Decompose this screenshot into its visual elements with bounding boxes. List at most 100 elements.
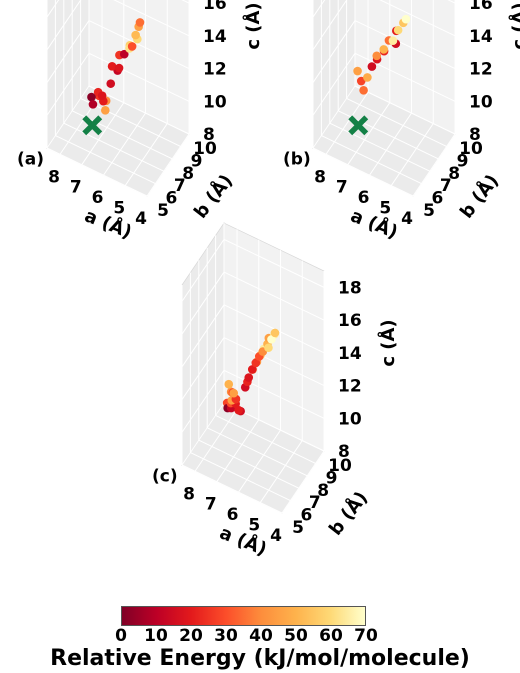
scatter-point: [244, 373, 254, 382]
grid-line: [55, 135, 156, 185]
y-tick-label: 9: [326, 468, 338, 488]
scatter-point: [363, 73, 372, 82]
x-tick-label: 8: [48, 167, 60, 187]
grid-line: [325, 91, 369, 155]
z-tick-label: 16: [203, 0, 227, 14]
x-tick-label: 5: [113, 199, 125, 219]
z-axis-label: c (Å): [376, 319, 399, 366]
grid-line: [223, 238, 325, 288]
y-tick-label: 6: [431, 189, 443, 209]
x-tick-label: 6: [92, 188, 104, 208]
z-tick-label: 12: [203, 60, 227, 80]
y-axis-label: b (Å): [455, 169, 504, 222]
y-tick-label: 10: [193, 139, 217, 159]
grid-line: [46, 0, 82, 51]
colorbar-tick: 20: [179, 626, 203, 646]
y-tick-label: 6: [165, 189, 177, 209]
grid-line: [216, 419, 260, 482]
x-axis-label: a (Å): [217, 521, 271, 561]
grid-line: [181, 304, 225, 368]
z-tick-label: 18: [338, 278, 362, 298]
scatter-point: [367, 62, 377, 71]
x-tick-label: 8: [183, 484, 195, 504]
grid-line: [369, 112, 412, 176]
z-tick-label: 12: [469, 60, 493, 80]
grid-line: [181, 464, 283, 514]
grid-line: [46, 52, 90, 116]
grid-line: [281, 450, 325, 514]
z-tick-label: 16: [469, 0, 493, 14]
y-tick-label: 8: [182, 164, 194, 184]
y-tick-label: 5: [292, 518, 304, 538]
panel-label: (a): [17, 149, 44, 169]
grid-line: [412, 133, 456, 197]
grid-line: [321, 135, 422, 185]
grid-line: [146, 133, 190, 197]
scatter-point: [353, 66, 362, 76]
z-tick-label: 14: [338, 344, 362, 364]
z-tick-label: 8: [338, 442, 350, 462]
x-tick-label: 6: [358, 188, 370, 208]
x-axis-label: a (Å): [82, 204, 136, 244]
y-tick-label: 8: [448, 164, 460, 184]
z-tick-label: 8: [203, 125, 215, 145]
z-tick-label: 10: [469, 92, 493, 112]
scatter-point: [224, 379, 234, 389]
scatter-point: [264, 343, 273, 353]
grid-line: [312, 147, 414, 197]
grid-line: [88, 52, 190, 102]
grid-line: [259, 440, 303, 503]
colorbar-tick: 70: [354, 626, 378, 646]
colorbar-tick: 60: [319, 626, 343, 646]
scatter-point: [101, 106, 110, 115]
z-tick-label: 14: [469, 27, 493, 47]
y-tick-label: 5: [423, 201, 435, 221]
grid-line: [46, 147, 148, 197]
colorbar-tick: 40: [249, 626, 273, 646]
grid-line: [113, 0, 190, 37]
y-tick-label: 8: [317, 481, 329, 501]
scatter-point: [270, 328, 280, 338]
grid-line: [181, 337, 225, 400]
scatter-point: [379, 45, 389, 54]
scatter-point: [107, 61, 117, 71]
grid-line: [46, 20, 90, 83]
reference-x-marker: [82, 115, 103, 136]
scatter-point: [229, 388, 239, 398]
grid-line: [312, 0, 348, 51]
scatter-point: [401, 14, 411, 24]
grid-line: [88, 20, 190, 69]
y-tick-label: 5: [157, 201, 169, 221]
grid-line: [312, 85, 356, 149]
grid-line: [215, 414, 316, 464]
scatter-point: [247, 365, 257, 374]
scatter-point: [114, 63, 124, 73]
x-tick-label: 6: [227, 505, 239, 525]
z-tick-label: 14: [203, 27, 227, 47]
z-tick-label: 8: [469, 125, 481, 145]
scatter-point: [372, 51, 382, 61]
grid-line: [312, 52, 356, 116]
z-tick-label: 10: [203, 92, 227, 112]
x-axis-label: a (Å): [348, 204, 402, 244]
y-tick-label: 10: [328, 456, 352, 476]
x-tick-label: 4: [270, 526, 282, 546]
reference-x-marker: [348, 115, 369, 136]
grid-line: [238, 429, 281, 493]
grid-line: [223, 271, 325, 321]
grid-line: [206, 427, 308, 477]
z-axis-label: c (Å): [241, 2, 264, 49]
grid-line: [223, 369, 325, 419]
scatter-point: [119, 49, 129, 59]
colorbar-tick: 10: [144, 626, 168, 646]
y-axis-label: b (Å): [189, 169, 238, 222]
y-tick-label: 7: [309, 493, 321, 513]
grid-line: [124, 123, 168, 186]
z-tick-label: 16: [338, 311, 362, 331]
grid-line: [46, 85, 90, 149]
scatter-point: [234, 405, 243, 415]
